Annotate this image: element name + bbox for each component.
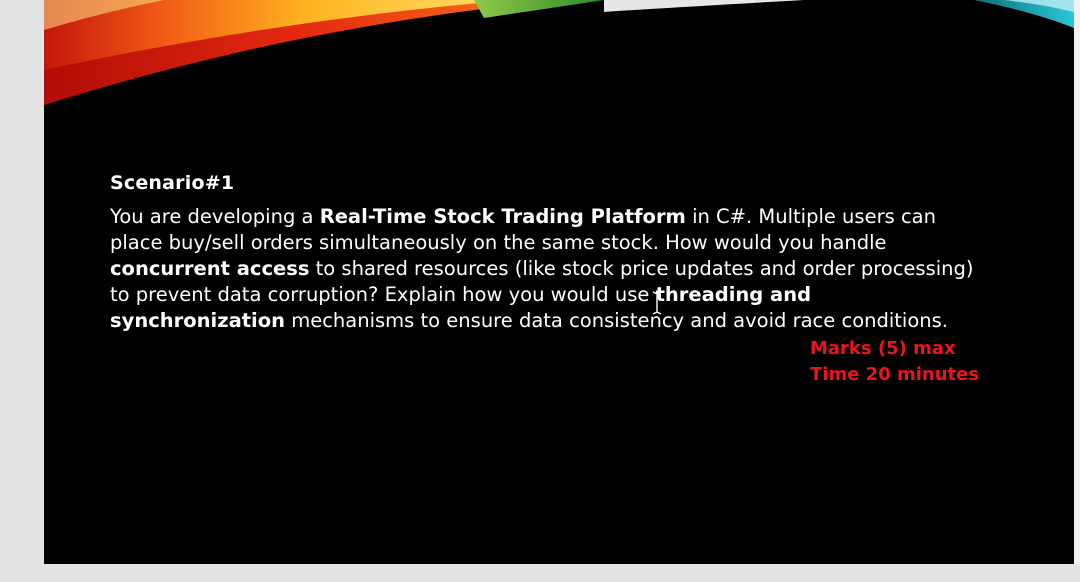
marks-info: Marks (5) max Time 20 minutes bbox=[810, 336, 979, 388]
marks-label: Marks (5) max bbox=[810, 338, 956, 359]
text-cursor-icon bbox=[652, 291, 662, 315]
body-segment-4: to shared resources (like stock price up… bbox=[110, 257, 974, 306]
body-segment-5-bold: threading and synchronization bbox=[110, 283, 812, 332]
body-segment-6: mechanisms to ensure data consistency an… bbox=[285, 309, 948, 332]
scenario-heading: Scenario#1 bbox=[110, 172, 235, 194]
time-label: Time 20 minutes bbox=[810, 364, 980, 385]
body-segment-1-bold: Real-Time Stock Trading Platform bbox=[319, 205, 686, 228]
viewer-edge bbox=[1074, 0, 1080, 564]
decorative-swoosh bbox=[44, 0, 1074, 105]
slide[interactable]: Scenario#1 You are developing a Real-Tim… bbox=[44, 0, 1074, 564]
scenario-content: Scenario#1 You are developing a Real-Tim… bbox=[110, 172, 1010, 334]
body-segment-2: in C#. Multiple users can place buy/sell… bbox=[110, 205, 936, 254]
body-segment-3-bold: concurrent access bbox=[110, 257, 310, 280]
scenario-body: You are developing a Real-Time Stock Tra… bbox=[110, 204, 990, 334]
body-segment-0: You are developing a bbox=[110, 205, 320, 228]
